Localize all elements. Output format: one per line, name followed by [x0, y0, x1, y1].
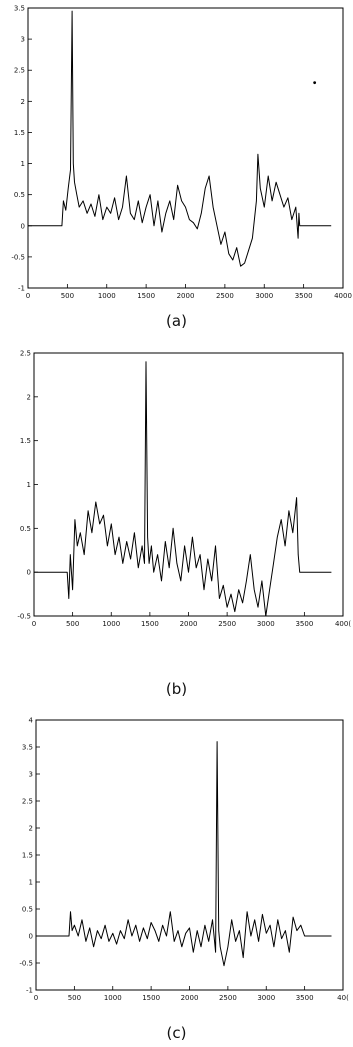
plot-b-xtick-label: 2500 [218, 620, 236, 628]
plot-c-xtick-label: 0 [34, 994, 38, 1002]
plot-b-xtick-label: 3500 [295, 620, 313, 628]
plot-a-xtick-label: 500 [61, 292, 74, 300]
plot-b-signal-line [34, 361, 332, 617]
plot-a-ticks: 0 500 1000 1500 2000 2500 3000 3500 4000 -1 -0.5 0 0… [11, 5, 352, 301]
plot-a-point-marker [313, 81, 317, 85]
plot-b-ytick-label: 1 [27, 481, 31, 489]
plot-c-ytick-label: 4 [29, 717, 34, 725]
plot-a-xtick-label: 1000 [98, 292, 116, 300]
plot-a-xtick-label: 3000 [255, 292, 273, 300]
plot-c-xtick-label: 1500 [142, 994, 160, 1002]
plot-b-xtick-label: 1500 [141, 620, 159, 628]
caption-a: (a) [166, 312, 187, 330]
plot-b-xtick-label: 2000 [180, 620, 198, 628]
plot-c-ytick-label: 2 [29, 825, 33, 833]
plot-b-xtick-label: 3000 [257, 620, 275, 628]
plot-c-ticks: 0 500 1000 1500 2000 2500 3000 3500 40( -1 -0.5 0 0.… [19, 717, 349, 1003]
plot-c-signal-line [36, 741, 332, 967]
plot-a-xtick-label: 3500 [295, 292, 313, 300]
plot-a: 0 500 1000 1500 2000 2500 3000 3500 4000 -1 -0.5 0 0… [11, 5, 352, 301]
plot-a-xtick-label: 4000 [334, 292, 352, 300]
plot-a-ytick-label: -0.5 [11, 253, 25, 261]
plot-c-ytick-label: 2.5 [22, 798, 33, 806]
plot-c-xtick-label: 500 [68, 994, 81, 1002]
plot-c-xtick-label: 40( [337, 994, 349, 1002]
plot-a-xtick-label: 0 [26, 292, 30, 300]
plot-a-ytick-label: 2.5 [14, 67, 25, 75]
plot-a-xtick-label: 2000 [177, 292, 195, 300]
plot-a-series [28, 10, 332, 267]
plot-c-xtick-label: 3500 [296, 994, 314, 1002]
plot-c-ytick-label: 0.5 [22, 906, 33, 914]
plot-c-ytick-label: 0 [29, 933, 33, 941]
plot-a-ytick-label: 2 [21, 98, 25, 106]
caption-c: (c) [166, 1024, 187, 1042]
plot-c-xtick-label: 1000 [104, 994, 122, 1002]
plot-a-xtick-label: 1500 [137, 292, 155, 300]
plot-c-xtick-label: 3000 [257, 994, 275, 1002]
plot-a-axes-frame [27, 7, 344, 289]
plot-b-ytick-label: 1.5 [20, 437, 31, 445]
plot-b-ticks: 0 500 1000 1500 2000 2500 3000 3500 400(-0.500.5… [17, 350, 351, 629]
plot-c-ytick-label: 3.5 [22, 744, 33, 752]
plot-b-ytick-label: 2.5 [20, 350, 31, 358]
plot-b-xtick-label: 0 [32, 620, 36, 628]
plot-a-ytick-label: 3 [21, 36, 25, 44]
plot-a-ytick-label: 3.5 [14, 5, 25, 13]
plot-c-axes-frame [35, 719, 344, 991]
plot-c-xtick-label: 2500 [219, 994, 237, 1002]
plot-a-ytick-label: -1 [18, 285, 25, 293]
plot-b-ytick-label: 2 [27, 393, 31, 401]
plot-c-ytick-label: -0.5 [19, 960, 33, 968]
caption-b: (b) [165, 680, 188, 698]
plot-b-xtick-label: 500 [66, 620, 79, 628]
plot-a-ytick-label: 0 [21, 222, 25, 230]
plot-c-ytick-label: 1 [29, 879, 33, 887]
plot-c-ytick-label: 3 [29, 771, 33, 779]
plot-c-ytick-label: -1 [26, 987, 33, 995]
plot-a-signal-line [28, 10, 332, 267]
plot-c-ytick-label: 1.5 [22, 852, 33, 860]
plot-b-ytick-label: -0.5 [17, 613, 31, 621]
plot-b-xtick-label: 1000 [102, 620, 120, 628]
plot-b-series [34, 361, 332, 617]
plot-c-xtick-label: 2000 [181, 994, 199, 1002]
plot-a-ytick-label: 0.5 [14, 191, 25, 199]
plot-b-xtick-label: 400( [335, 620, 351, 628]
plot-b-axes-frame [33, 352, 344, 617]
plot-b-ytick-label: 0 [27, 569, 31, 577]
plot-c-series [36, 741, 332, 967]
plot-a-xtick-label: 2500 [216, 292, 234, 300]
plot-a-ytick-label: 1 [21, 160, 25, 168]
plot-c: 0 500 1000 1500 2000 2500 3000 3500 40( -1 -0.5 0 0.… [19, 717, 349, 1003]
plot-b-ytick-label: 0.5 [20, 525, 31, 533]
plot-b: 0 500 1000 1500 2000 2500 3000 3500 400(-0.500.5… [17, 350, 351, 629]
plot-a-ytick-label: 1.5 [14, 129, 25, 137]
